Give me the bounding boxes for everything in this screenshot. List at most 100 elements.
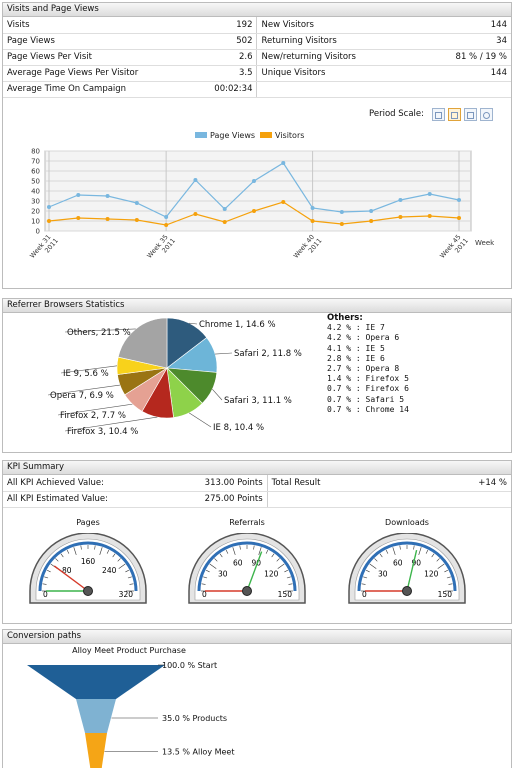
data-point[interactable] xyxy=(76,193,81,197)
gauge-min-label: 0 xyxy=(43,590,48,599)
pie-leader-line xyxy=(212,388,223,401)
gauge-tick-label: 80 xyxy=(62,566,72,575)
gauge-tick xyxy=(253,545,255,550)
gauge-tick xyxy=(284,569,289,573)
stat-label: Visits xyxy=(3,17,181,34)
data-point[interactable] xyxy=(369,219,374,223)
pie-leader-line xyxy=(57,403,133,416)
pie-label: IE 8, 10.4 % xyxy=(213,423,264,433)
pie-leader-line xyxy=(47,384,121,396)
stat-label xyxy=(256,81,435,98)
data-point[interactable] xyxy=(105,194,110,198)
browsers-panel: Referrer Browsers Statistics xyxy=(2,298,512,453)
legend-swatch xyxy=(260,132,272,138)
stat-label: Unique Visitors xyxy=(256,65,435,82)
gauge-tick xyxy=(365,569,370,573)
gauge-max-label: 150 xyxy=(438,590,453,599)
gauge-tick xyxy=(201,583,206,585)
y-tick-label: 0 xyxy=(36,228,40,236)
pie-label: IE 9, 5.6 % xyxy=(63,369,109,379)
gauge-hub xyxy=(402,586,412,596)
data-point[interactable] xyxy=(339,222,344,226)
clock-icon[interactable] xyxy=(480,107,493,121)
gauge-tick xyxy=(418,547,422,555)
gauge-tick xyxy=(446,576,451,579)
data-point[interactable] xyxy=(398,198,403,202)
gauge-tick xyxy=(94,545,96,550)
stat-value: 34 xyxy=(434,33,511,50)
funnel-label: 100.0 % Start xyxy=(162,661,217,670)
data-point[interactable] xyxy=(457,216,461,220)
period-scale-label: Period Scale: xyxy=(369,109,424,119)
others-item: 4.2 % : IE 7 xyxy=(327,323,385,333)
data-point[interactable] xyxy=(369,209,374,213)
data-point[interactable] xyxy=(457,198,461,202)
data-point[interactable] xyxy=(281,161,286,165)
conversion-funnel-chart: Alloy Meet Product Purchase 100.0 % Start… xyxy=(27,646,234,768)
gauge-tick xyxy=(288,583,293,585)
data-point[interactable] xyxy=(310,206,315,210)
funnel-stage[interactable] xyxy=(85,733,107,766)
pie-leader-line xyxy=(214,352,233,355)
kpi-achieved-row: All KPI Achieved Value: 313.00 Points xyxy=(3,475,268,492)
data-point[interactable] xyxy=(339,210,344,214)
gauge-scale-band xyxy=(38,541,138,592)
gauge-tick xyxy=(214,558,218,562)
visits-panel-title: Visits and Page Views xyxy=(3,3,511,17)
data-point[interactable] xyxy=(252,179,256,183)
pie-label: Safari 3, 11.1 % xyxy=(224,396,292,406)
browsers-panel-title: Referrer Browsers Statistics xyxy=(3,299,511,313)
gauge-tick xyxy=(112,553,116,558)
pie-leader-line xyxy=(60,365,118,374)
gauge-pages: 0 320 80 160 240 xyxy=(29,533,147,604)
data-point[interactable] xyxy=(134,218,139,222)
month-icon[interactable] xyxy=(464,107,477,121)
data-point[interactable] xyxy=(193,212,198,216)
gauge-tick xyxy=(374,558,378,562)
funnel-stage[interactable] xyxy=(76,699,116,733)
others-item: 0.7 % : Chrome 14 xyxy=(327,404,409,414)
others-item: 1.4 % : Firefox 5 xyxy=(327,374,409,384)
data-point[interactable] xyxy=(281,200,286,204)
stat-label: Returning Visitors xyxy=(256,33,435,50)
others-list: Others: 4.2 % : IE 7 4.2 % : Opera 6 4.1 %… xyxy=(327,313,409,415)
week-icon[interactable] xyxy=(448,107,461,121)
gauge-tick-label: 240 xyxy=(102,566,117,575)
gauge-tick xyxy=(42,583,47,585)
stats-row: Average Time On Campaign 00:02:34 xyxy=(3,81,511,98)
data-point[interactable] xyxy=(398,215,403,219)
day-icon[interactable] xyxy=(432,107,445,121)
gauge-tick xyxy=(286,576,291,579)
data-point[interactable] xyxy=(105,217,110,221)
stat-label: Page Views xyxy=(3,33,181,50)
data-point[interactable] xyxy=(47,205,51,209)
gauge-tick xyxy=(276,558,280,562)
kpi-estimated-value: 275.00 Points xyxy=(204,494,263,504)
stat-label: Page Views Per Visit xyxy=(3,49,181,66)
data-point[interactable] xyxy=(76,216,81,220)
data-point[interactable] xyxy=(222,220,227,224)
gauge-tick xyxy=(129,583,134,585)
data-point[interactable] xyxy=(222,207,227,211)
kpi-estimated-label: All KPI Estimated Value: xyxy=(7,494,108,504)
data-point[interactable] xyxy=(134,201,139,205)
data-point[interactable] xyxy=(310,219,315,223)
pie-label: Others, 21.5 % xyxy=(67,328,131,338)
gauge-tick-label: 60 xyxy=(393,558,403,567)
data-point[interactable] xyxy=(252,209,256,213)
data-point[interactable] xyxy=(427,214,432,218)
stat-value: 2.6 xyxy=(180,49,257,66)
gauge-tick xyxy=(80,545,82,550)
funnel-stage[interactable] xyxy=(27,665,165,699)
data-point[interactable] xyxy=(427,192,432,196)
gauge-tick xyxy=(117,558,121,562)
data-point[interactable] xyxy=(47,219,51,223)
data-point[interactable] xyxy=(193,178,198,182)
gauge-tick-label: 90 xyxy=(411,558,421,567)
stat-value: 81 % / 19 % xyxy=(434,49,511,66)
data-point[interactable] xyxy=(164,215,169,219)
data-point[interactable] xyxy=(164,223,169,227)
